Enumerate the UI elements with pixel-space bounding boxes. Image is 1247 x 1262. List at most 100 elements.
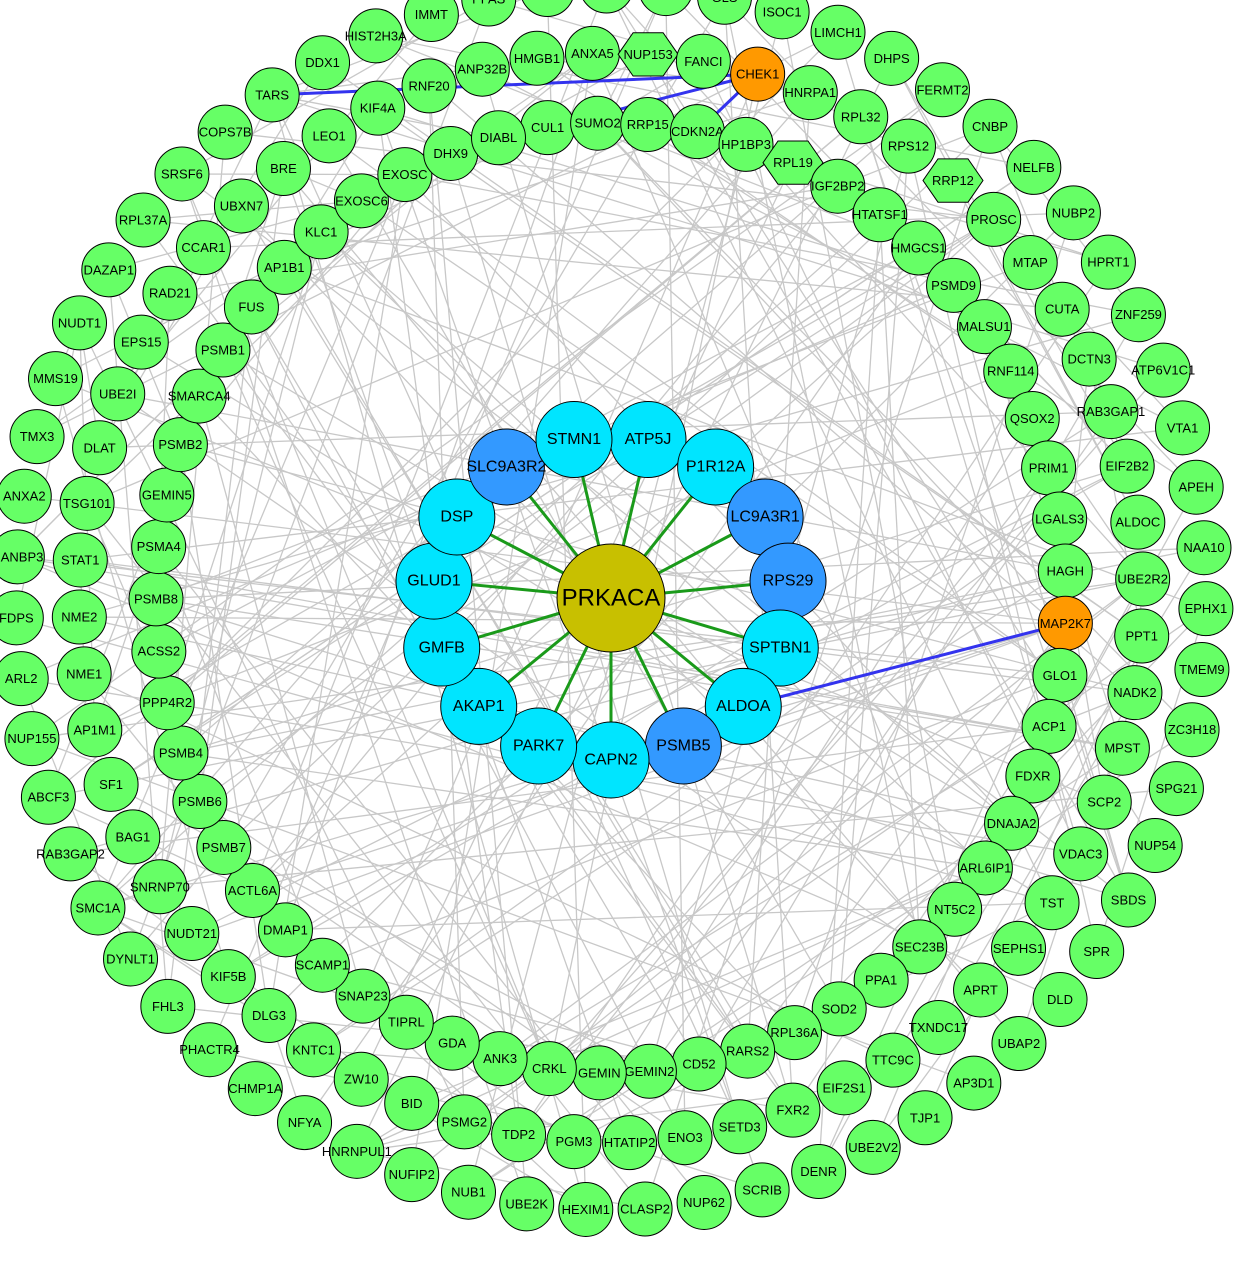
node-scamp1[interactable]: SCAMP1 — [294, 937, 350, 993]
node-tmem9[interactable]: TMEM9 — [1174, 642, 1230, 698]
node-fhl3[interactable]: FHL3 — [140, 978, 196, 1034]
node-fxr2[interactable]: FXR2 — [765, 1082, 821, 1138]
node-dctn3[interactable]: DCTN3 — [1061, 331, 1117, 387]
node-zw10[interactable]: ZW10 — [333, 1051, 389, 1107]
node-spg21[interactable]: SPG21 — [1148, 761, 1204, 817]
node-atp6v1c1[interactable]: ATP6V1C1 — [1131, 342, 1195, 398]
node-nme2[interactable]: NME2 — [51, 589, 107, 645]
node-exosc6[interactable]: EXOSC6 — [333, 173, 389, 229]
node-rpl37a[interactable]: RPL37A — [115, 192, 171, 248]
node-ephx1[interactable]: EPHX1 — [1178, 581, 1234, 637]
node-dsp[interactable]: DSP — [418, 478, 496, 556]
node-diabl[interactable]: DIABL — [470, 110, 526, 166]
node-tmx3[interactable]: TMX3 — [9, 409, 65, 465]
node-clasp2[interactable]: CLASP2 — [617, 1181, 673, 1237]
node-arl6ip1[interactable]: ARL6IP1 — [957, 840, 1013, 896]
node-phactr4[interactable]: PHACTR4 — [179, 1022, 240, 1078]
node-nup62[interactable]: NUP62 — [676, 1174, 732, 1230]
node-malsu1[interactable]: MALSU1 — [956, 299, 1012, 355]
node-psmd9[interactable]: PSMD9 — [926, 257, 982, 313]
node-gmfb[interactable]: GMFB — [403, 609, 481, 687]
node-znf259[interactable]: ZNF259 — [1110, 287, 1166, 343]
node-rpl36a[interactable]: RPL36A — [767, 1005, 823, 1061]
node-psmb6[interactable]: PSMB6 — [172, 774, 228, 830]
node-glo1[interactable]: GLO1 — [1032, 647, 1088, 703]
node-rars2[interactable]: RARS2 — [720, 1023, 776, 1079]
node-tjp1[interactable]: TJP1 — [897, 1090, 953, 1146]
node-prim1[interactable]: PRIM1 — [1021, 440, 1077, 496]
node-kntc1[interactable]: KNTC1 — [286, 1022, 342, 1078]
node-dazap1[interactable]: DAZAP1 — [81, 242, 137, 298]
node-rab3gap1[interactable]: RAB3GAP1 — [1077, 384, 1146, 440]
node-p1r12a[interactable]: P1R12A — [677, 428, 755, 506]
node-psmb4[interactable]: PSMB4 — [153, 725, 209, 781]
node-ppt1[interactable]: PPT1 — [1114, 608, 1170, 664]
node-psmb8[interactable]: PSMB8 — [128, 571, 184, 627]
node-txndc17[interactable]: TXNDC17 — [909, 999, 968, 1055]
node-rnf20[interactable]: RNF20 — [401, 58, 457, 114]
node-ranbp3[interactable]: RANBP3 — [0, 529, 45, 585]
node-mtap[interactable]: MTAP — [1002, 234, 1058, 290]
node-map2k7[interactable]: MAP2K7 — [1037, 595, 1093, 651]
node-dlat[interactable]: DLAT — [72, 420, 128, 476]
node-sbds[interactable]: SBDS — [1100, 872, 1156, 928]
node-hnrnpul1[interactable]: HNRNPUL1 — [322, 1123, 392, 1179]
node-fdxr[interactable]: FDXR — [1005, 748, 1061, 804]
node-ddx1[interactable]: DDX1 — [295, 35, 351, 91]
node-acp1[interactable]: ACP1 — [1021, 698, 1077, 754]
node-tdp2[interactable]: TDP2 — [491, 1107, 547, 1163]
node-psmb5[interactable]: PSMB5 — [644, 707, 722, 785]
node-scp2[interactable]: SCP2 — [1076, 774, 1132, 830]
node-isoc1[interactable]: ISOC1 — [754, 0, 810, 40]
node-ap3d1[interactable]: AP3D1 — [946, 1055, 1002, 1111]
node-psmg2[interactable]: PSMG2 — [436, 1094, 492, 1150]
node-rad21[interactable]: RAD21 — [142, 265, 198, 321]
node-dhx9[interactable]: DHX9 — [423, 125, 479, 181]
node-ube2r2[interactable]: UBE2R2 — [1115, 551, 1171, 607]
node-zc3h18[interactable]: ZC3H18 — [1164, 702, 1220, 758]
node-rab3gap2[interactable]: RAB3GAP2 — [36, 826, 105, 882]
node-stmn1[interactable]: STMN1 — [535, 401, 613, 479]
node-fus[interactable]: FUS — [223, 279, 279, 335]
node-bre[interactable]: BRE — [255, 141, 311, 197]
node-mms19[interactable]: MMS19 — [28, 351, 84, 407]
node-sf1[interactable]: SF1 — [83, 756, 139, 812]
node-hexim1[interactable]: HEXIM1 — [558, 1181, 614, 1237]
node-cd52[interactable]: CD52 — [671, 1036, 727, 1092]
node-sptbn1[interactable]: SPTBN1 — [741, 609, 819, 687]
node-aldoc[interactable]: ALDOC — [1110, 494, 1166, 550]
node-ccar1[interactable]: CCAR1 — [175, 220, 231, 276]
node-nudt21[interactable]: NUDT21 — [164, 906, 220, 962]
node-fdps[interactable]: FDPS — [0, 590, 44, 646]
node-sod2[interactable]: SOD2 — [811, 981, 867, 1037]
node-dhps[interactable]: DHPS — [864, 30, 920, 86]
node-nelfb[interactable]: NELFB — [1006, 139, 1062, 195]
node-rrp15[interactable]: RRP15 — [620, 97, 676, 153]
node-sec23b[interactable]: SEC23B — [892, 919, 948, 975]
node-hp1bp3[interactable]: HP1BP3 — [718, 116, 774, 172]
node-ank3[interactable]: ANK3 — [472, 1031, 528, 1087]
node-psmb7[interactable]: PSMB7 — [196, 819, 252, 875]
node-smarca4[interactable]: SMARCA4 — [168, 368, 231, 424]
node-kif5b[interactable]: KIF5B — [200, 949, 256, 1005]
node-hnrpa1[interactable]: HNRPA1 — [782, 65, 838, 121]
node-eno3[interactable]: ENO3 — [657, 1110, 713, 1166]
node-ap1b1[interactable]: AP1B1 — [256, 239, 312, 295]
node-dynlt1[interactable]: DYNLT1 — [103, 931, 159, 987]
node-bid[interactable]: BID — [384, 1075, 440, 1131]
node-fanci[interactable]: FANCI — [675, 33, 731, 89]
node-ube2i[interactable]: UBE2I — [90, 366, 146, 422]
node-tiprl[interactable]: TIPRL — [378, 994, 434, 1050]
node-hmgcs1[interactable]: HMGCS1 — [891, 220, 947, 276]
node-gemin[interactable]: GEMIN — [571, 1045, 627, 1101]
node-nub1[interactable]: NUB1 — [440, 1164, 496, 1220]
node-sephs1[interactable]: SEPHS1 — [991, 920, 1047, 976]
node-gemin2[interactable]: GEMIN2 — [621, 1043, 677, 1099]
node-kif4a[interactable]: KIF4A — [350, 80, 406, 136]
node-smc1a[interactable]: SMC1A — [70, 880, 126, 936]
node-nup153[interactable]: NUP153 — [617, 32, 679, 77]
node-nup54[interactable]: NUP54 — [1127, 818, 1183, 874]
node-anxa2[interactable]: ANXA2 — [0, 468, 52, 524]
node-tars[interactable]: TARS — [244, 67, 300, 123]
node-lc9a3r1[interactable]: LC9A3R1 — [726, 478, 804, 556]
